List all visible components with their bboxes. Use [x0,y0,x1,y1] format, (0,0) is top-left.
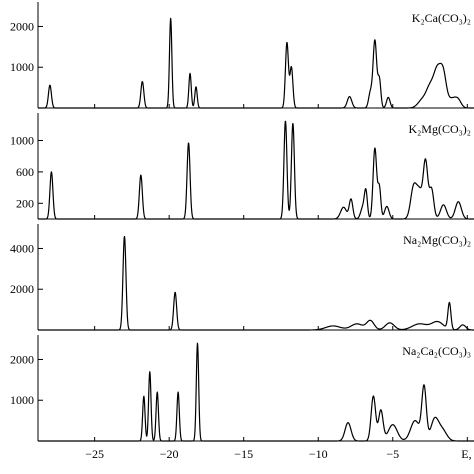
y-tick-label: 2000 [10,282,34,296]
dos-curve [37,17,474,109]
x-tick-label: −20 [160,447,179,461]
x-tick-label: −25 [85,447,104,461]
x-tick-label: −15 [234,447,253,461]
x-tick-label: E, [461,447,471,461]
x-tick-label: −5 [386,447,399,461]
panel-2: 2000 4000 Na₂Mg(CO₃)₂ [10,224,474,331]
compound-label: Na₂Ca₂(CO₃)₃ [402,344,471,358]
x-axis: −25 −20 −15 −10 −5 E, [85,447,471,461]
dos-curve [37,120,474,220]
dos-curve [37,235,474,331]
y-tick-label: 2000 [10,352,34,366]
y-tick-label: 600 [16,165,34,179]
panel-3: 1000 2000 Na₂Ca₂(CO₃)₃ [10,335,474,442]
y-tick-label: 1000 [10,133,34,147]
panel-1: 200 600 1000 K₂Mg(CO₃)₂ [10,113,474,220]
y-tick-label: 4000 [10,241,34,255]
compound-label: K₂Ca(CO₃)₂ [412,11,471,25]
x-tick-label: −10 [309,447,328,461]
panels: 10002000K₂Ca(CO₃)₂2006001000K₂Mg(CO₃)₂20… [10,2,474,442]
panel-0: 1000 2000 K₂Ca(CO₃)₂ [10,2,474,109]
y-tick-label: 1000 [10,393,34,407]
compound-label: Na₂Mg(CO₃)₂ [403,233,471,247]
compound-label: K₂Mg(CO₃)₂ [408,122,471,136]
y-tick-label: 1000 [10,60,34,74]
y-tick-label: 200 [16,196,34,210]
dos-curve [37,342,474,442]
y-tick-label: 2000 [10,19,34,33]
